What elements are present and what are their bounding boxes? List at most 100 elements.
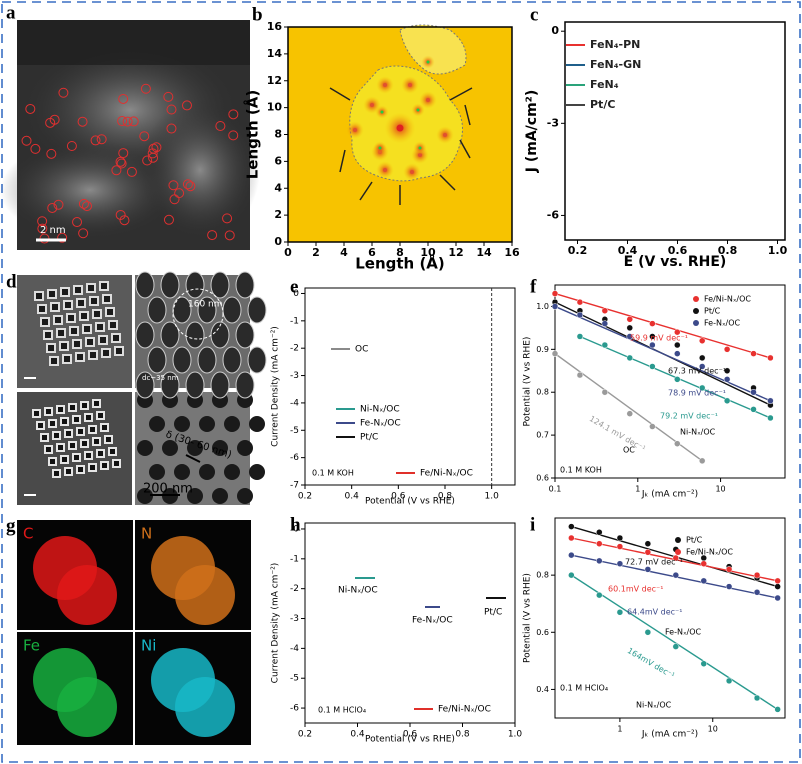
atom-marker bbox=[142, 155, 153, 166]
legend-label: Pt/C bbox=[704, 307, 721, 316]
legend-swatch bbox=[693, 308, 699, 314]
atom-marker bbox=[30, 143, 41, 154]
atom-marker bbox=[126, 166, 137, 177]
pore bbox=[80, 401, 89, 410]
point bbox=[644, 549, 652, 556]
pore bbox=[75, 352, 85, 362]
legend-label: Pt/C bbox=[686, 536, 703, 545]
atom-marker bbox=[151, 142, 162, 153]
atom-marker bbox=[78, 228, 89, 239]
x-tick-label: 10 bbox=[708, 725, 718, 734]
point bbox=[576, 371, 584, 379]
y-tick-label: -5 bbox=[290, 426, 299, 436]
atom-marker bbox=[96, 134, 107, 145]
legend-label: OC bbox=[355, 345, 368, 355]
annotation: 72.7 mV dec⁻¹ bbox=[625, 558, 683, 567]
point bbox=[601, 307, 609, 314]
atom-marker bbox=[37, 216, 48, 227]
y-tick-label: 0.6 bbox=[536, 474, 549, 483]
atom bbox=[353, 128, 357, 132]
point bbox=[596, 557, 603, 565]
pore bbox=[108, 447, 117, 456]
point bbox=[576, 333, 584, 340]
legend-swatch bbox=[693, 320, 699, 326]
x-tick-label: 10 bbox=[715, 485, 725, 494]
pore bbox=[72, 453, 81, 462]
x-tick-label: 2 bbox=[312, 246, 320, 259]
pore bbox=[73, 285, 83, 295]
legend-label: FeN₄ bbox=[590, 78, 619, 91]
series-label: Fe-Nₓ/OC bbox=[665, 628, 702, 637]
point bbox=[649, 320, 656, 327]
point bbox=[725, 583, 733, 590]
atom-marker bbox=[25, 103, 36, 114]
y-tick-label: 2 bbox=[274, 208, 282, 221]
y-tick-label: -3 bbox=[290, 371, 299, 381]
point bbox=[649, 341, 656, 349]
pore bbox=[210, 271, 230, 299]
arrow bbox=[459, 139, 471, 159]
atom-marker bbox=[228, 130, 239, 141]
pore bbox=[92, 399, 101, 408]
pore bbox=[40, 317, 50, 327]
point bbox=[774, 577, 781, 585]
arrow bbox=[439, 174, 456, 191]
plot-frame bbox=[564, 21, 786, 241]
pore bbox=[76, 465, 85, 474]
point bbox=[767, 414, 774, 422]
atom-marker bbox=[116, 158, 127, 169]
pore bbox=[114, 346, 124, 356]
pore bbox=[62, 354, 72, 364]
y-tick-label: 12 bbox=[267, 74, 282, 87]
pore bbox=[84, 413, 93, 422]
annotation: 0.1 M KOH bbox=[312, 469, 354, 478]
pore bbox=[112, 459, 121, 468]
point bbox=[568, 523, 575, 530]
x-tick-label: 0.6 bbox=[403, 730, 418, 740]
y-tick-label: -5 bbox=[290, 674, 299, 684]
point bbox=[700, 577, 708, 585]
atom-marker bbox=[115, 209, 126, 220]
legend-label: Fe-Nₓ/OC bbox=[412, 616, 453, 626]
pore bbox=[88, 425, 97, 434]
series-label: Ni-Nₓ/OC bbox=[680, 428, 716, 437]
panel-label: d bbox=[6, 271, 17, 292]
pore bbox=[249, 416, 265, 432]
point bbox=[626, 354, 634, 362]
y-tick-label: 1.0 bbox=[536, 302, 549, 311]
legend-label: FeN₄-GN bbox=[590, 58, 641, 71]
point bbox=[698, 363, 706, 370]
scale-label: 200 nm bbox=[143, 482, 193, 497]
point bbox=[700, 560, 708, 567]
atom bbox=[418, 146, 422, 150]
pore bbox=[60, 455, 69, 464]
pore bbox=[59, 341, 69, 351]
atom-marker bbox=[90, 135, 101, 146]
y-tick-label: -4 bbox=[290, 644, 299, 654]
pore bbox=[222, 346, 242, 374]
legend-label: Fe/Ni-Nₓ/OC bbox=[704, 295, 751, 304]
pore bbox=[108, 320, 118, 330]
pore bbox=[185, 271, 205, 299]
x-axis-label: E (V vs. RHE) bbox=[624, 254, 727, 270]
point bbox=[672, 571, 680, 579]
x-tick-label: 0.4 bbox=[345, 492, 360, 502]
point bbox=[568, 534, 575, 542]
x-tick-label: 8 bbox=[396, 246, 404, 259]
point bbox=[725, 566, 733, 573]
pore bbox=[92, 437, 101, 446]
atom-marker bbox=[147, 148, 158, 159]
point bbox=[626, 316, 634, 323]
pore bbox=[212, 488, 228, 504]
pore bbox=[64, 429, 73, 438]
panel-label: g bbox=[6, 515, 16, 536]
legend-swatch bbox=[675, 549, 681, 555]
atom-marker bbox=[37, 223, 48, 234]
pore bbox=[160, 321, 180, 349]
point bbox=[767, 397, 774, 405]
atom-marker bbox=[140, 83, 151, 94]
pore bbox=[47, 289, 57, 299]
point bbox=[698, 457, 706, 465]
x-axis-label: Potential (V vs RHE) bbox=[365, 735, 455, 745]
pore bbox=[212, 440, 228, 456]
